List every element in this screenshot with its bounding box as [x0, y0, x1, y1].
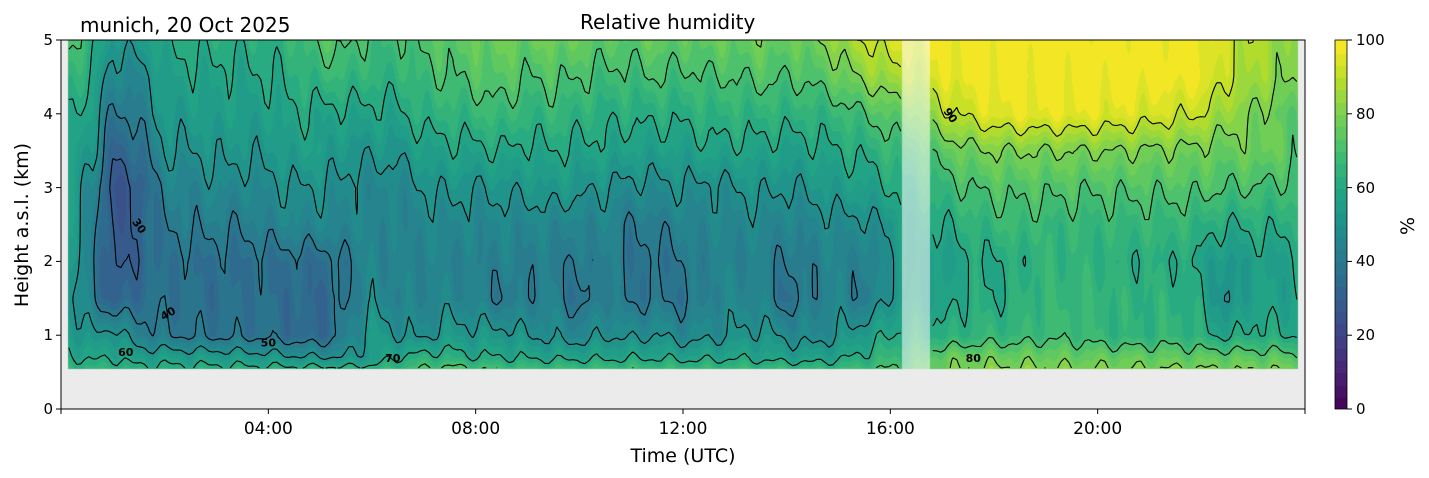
contour-label-80: 80	[966, 352, 982, 365]
colorbar-frame	[1334, 39, 1348, 410]
y-tick-label: 5	[43, 31, 53, 49]
contour-label-30: 30	[129, 216, 149, 236]
x-tick-label: 20:00	[1073, 419, 1123, 439]
y-tick-label: 2	[43, 252, 53, 271]
colorbar-tick-label: 100	[1356, 31, 1385, 49]
x-tick-label: 04:00	[243, 419, 293, 439]
contour-line-80	[755, 39, 1298, 369]
y-tick-label: 3	[43, 178, 53, 197]
chart-title: Relative humidity	[580, 10, 756, 34]
contour-line-50	[72, 39, 1231, 361]
contour-label-60: 60	[118, 346, 134, 359]
colorbar	[1335, 40, 1347, 409]
x-tick-label: 16:00	[865, 419, 915, 439]
contour-label-40: 40	[158, 304, 178, 323]
colorbar-tick-label: 40	[1356, 252, 1376, 271]
contour-line-30	[109, 158, 140, 281]
contour-line-40	[93, 102, 858, 348]
colorbar-tick-label: 60	[1356, 178, 1376, 197]
y-tick-label: 4	[43, 104, 53, 123]
contour-label-50: 50	[261, 336, 277, 349]
colorbar-tick-label: 0	[1356, 400, 1366, 418]
y-tick-label: 0	[43, 400, 53, 418]
contour-line-90	[856, 39, 1254, 137]
contour-line-70	[68, 39, 1298, 369]
colorbar-tick-label: 80	[1356, 104, 1376, 123]
x-tick-label: 12:00	[658, 419, 708, 439]
x-tick-label: 08:00	[451, 419, 501, 439]
contour-line-60	[68, 39, 1298, 369]
x-axis-label: Time (UTC)	[630, 445, 736, 467]
colorbar-tick-label: 20	[1356, 326, 1376, 345]
y-tick-label: 1	[43, 326, 53, 345]
location-date-title: munich, 20 Oct 2025	[80, 13, 291, 37]
contour-label-70: 70	[385, 352, 401, 365]
